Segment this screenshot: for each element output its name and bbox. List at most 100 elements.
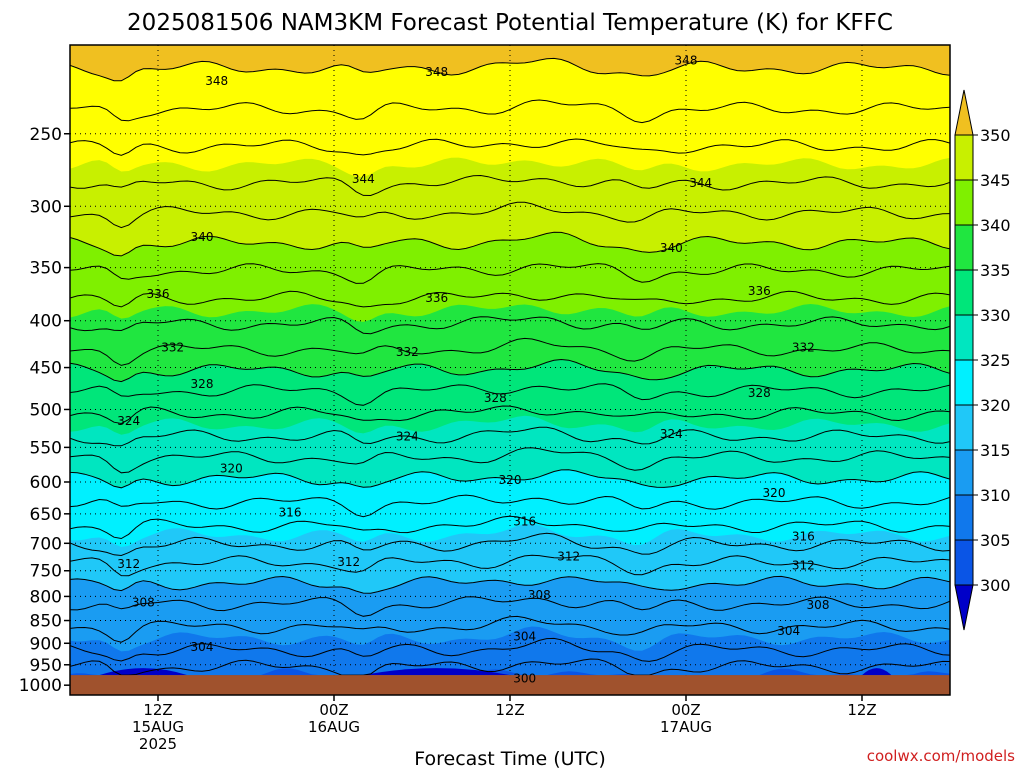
colorbar-label: 310 <box>980 486 1011 505</box>
x-tick-label: 00Z <box>319 701 348 719</box>
contour-line-314 <box>70 532 950 557</box>
contour-line-302 <box>70 658 950 676</box>
contour-label: 348 <box>675 54 698 68</box>
contour-line-338 <box>70 263 950 284</box>
contour-label: 340 <box>191 230 214 244</box>
contour-line-316 <box>70 515 950 540</box>
colorbar-label: 315 <box>980 441 1011 460</box>
y-tick-label: 300 <box>30 197 62 217</box>
x-axis-label: Forecast Time (UTC) <box>414 748 605 768</box>
contour-label: 344 <box>689 176 712 190</box>
x-tick-label: 16AUG <box>308 718 360 736</box>
contour-line-344 <box>70 174 950 197</box>
contour-line-306 <box>70 615 950 643</box>
y-tick-label: 350 <box>30 259 62 279</box>
x-tick-label: 12Z <box>143 701 172 719</box>
x-tick-label: 17AUG <box>660 718 712 736</box>
contour-label: 324 <box>396 429 419 443</box>
colorbar-segment <box>954 359 974 406</box>
colorbar-segment <box>954 134 974 181</box>
colorbar-label: 305 <box>980 531 1011 550</box>
contour-line-330 <box>70 358 950 383</box>
contour-line-326 <box>70 405 950 425</box>
colorbar-label: 340 <box>980 216 1011 235</box>
x-tick-label: 12Z <box>847 701 876 719</box>
colorbar-segment <box>954 269 974 316</box>
contour-line-322 <box>70 447 950 474</box>
contour-label: 328 <box>484 391 507 405</box>
colorbar-top-arrow <box>954 89 974 136</box>
y-tick-label: 500 <box>30 400 62 420</box>
y-tick-label: 850 <box>30 612 62 632</box>
contour-label: 328 <box>748 386 771 400</box>
y-tick-label: 550 <box>30 438 62 458</box>
band-below-300-2 <box>862 668 892 676</box>
y-tick-label: 650 <box>30 505 62 525</box>
colorbar-label: 335 <box>980 261 1011 280</box>
y-tick-label: 600 <box>30 473 62 493</box>
credit-text: coolwx.com/models <box>867 747 1015 765</box>
contour-label: 312 <box>337 555 360 569</box>
contour-label: 320 <box>763 486 786 500</box>
colorbar-segment <box>954 224 974 271</box>
band-below-300-1 <box>363 668 510 676</box>
colorbar-segment <box>954 539 974 586</box>
colorbar-label: 350 <box>980 126 1011 145</box>
contour-label: 332 <box>792 341 815 355</box>
ground-surface <box>70 675 950 695</box>
x-tick-label: 12Z <box>495 701 524 719</box>
contour-line-320 <box>70 469 950 489</box>
contour-line-350 <box>70 57 950 82</box>
y-tick-label: 900 <box>30 634 62 654</box>
contour-label: 332 <box>161 341 184 355</box>
contour-line-304 <box>70 637 950 662</box>
contour-line-336 <box>70 290 950 308</box>
colorbar-segment <box>954 179 974 226</box>
colorbar-segment <box>954 404 974 451</box>
contour-label: 316 <box>513 515 536 529</box>
contour-line-348 <box>70 99 950 124</box>
contour-line-312 <box>70 554 950 577</box>
contour-label: 332 <box>396 345 419 359</box>
contour-label: 320 <box>220 462 243 476</box>
contour-line-310 <box>70 575 950 594</box>
x-tick-label: 2025 <box>139 735 177 753</box>
contour-label: 340 <box>660 241 683 255</box>
x-tick-label: 15AUG <box>132 718 184 736</box>
contour-label: 336 <box>748 284 771 298</box>
contour-line-346 <box>70 138 950 156</box>
contour-label: 300 <box>513 671 536 685</box>
contour-label: 312 <box>117 557 140 571</box>
colorbar-label: 330 <box>980 306 1011 325</box>
contour-line-318 <box>70 494 950 518</box>
contour-line-332 <box>70 337 950 366</box>
colorbar-segment <box>954 314 974 361</box>
contour-line-324 <box>70 426 950 447</box>
contour-label: 308 <box>528 588 551 602</box>
contour-label: 308 <box>807 598 830 612</box>
contour-label: 348 <box>425 65 448 79</box>
colorbar-segment <box>954 494 974 541</box>
y-tick-label: 950 <box>30 656 62 676</box>
y-tick-label: 800 <box>30 587 62 607</box>
contour-label: 304 <box>513 630 536 644</box>
colorbar-label: 325 <box>980 351 1011 370</box>
contour-label: 304 <box>191 640 214 654</box>
contour-label: 316 <box>792 529 815 543</box>
contour-label: 324 <box>660 427 683 441</box>
contour-label: 312 <box>557 550 580 564</box>
contour-label: 312 <box>792 558 815 572</box>
colorbar-bottom-arrow <box>954 584 974 631</box>
colorbar-label: 320 <box>980 396 1011 415</box>
contour-line-342 <box>70 201 950 229</box>
y-tick-label: 1000 <box>19 676 62 696</box>
colorbar-segment <box>954 449 974 496</box>
contour-label: 328 <box>191 377 214 391</box>
contour-label: 324 <box>117 414 140 428</box>
contour-label: 304 <box>777 624 800 638</box>
chart-title: 2025081506 NAM3KM Forecast Potential Tem… <box>127 10 893 36</box>
colorbar-label: 345 <box>980 171 1011 190</box>
y-tick-label: 450 <box>30 359 62 379</box>
y-tick-label: 400 <box>30 312 62 332</box>
contour-label: 348 <box>205 74 228 88</box>
